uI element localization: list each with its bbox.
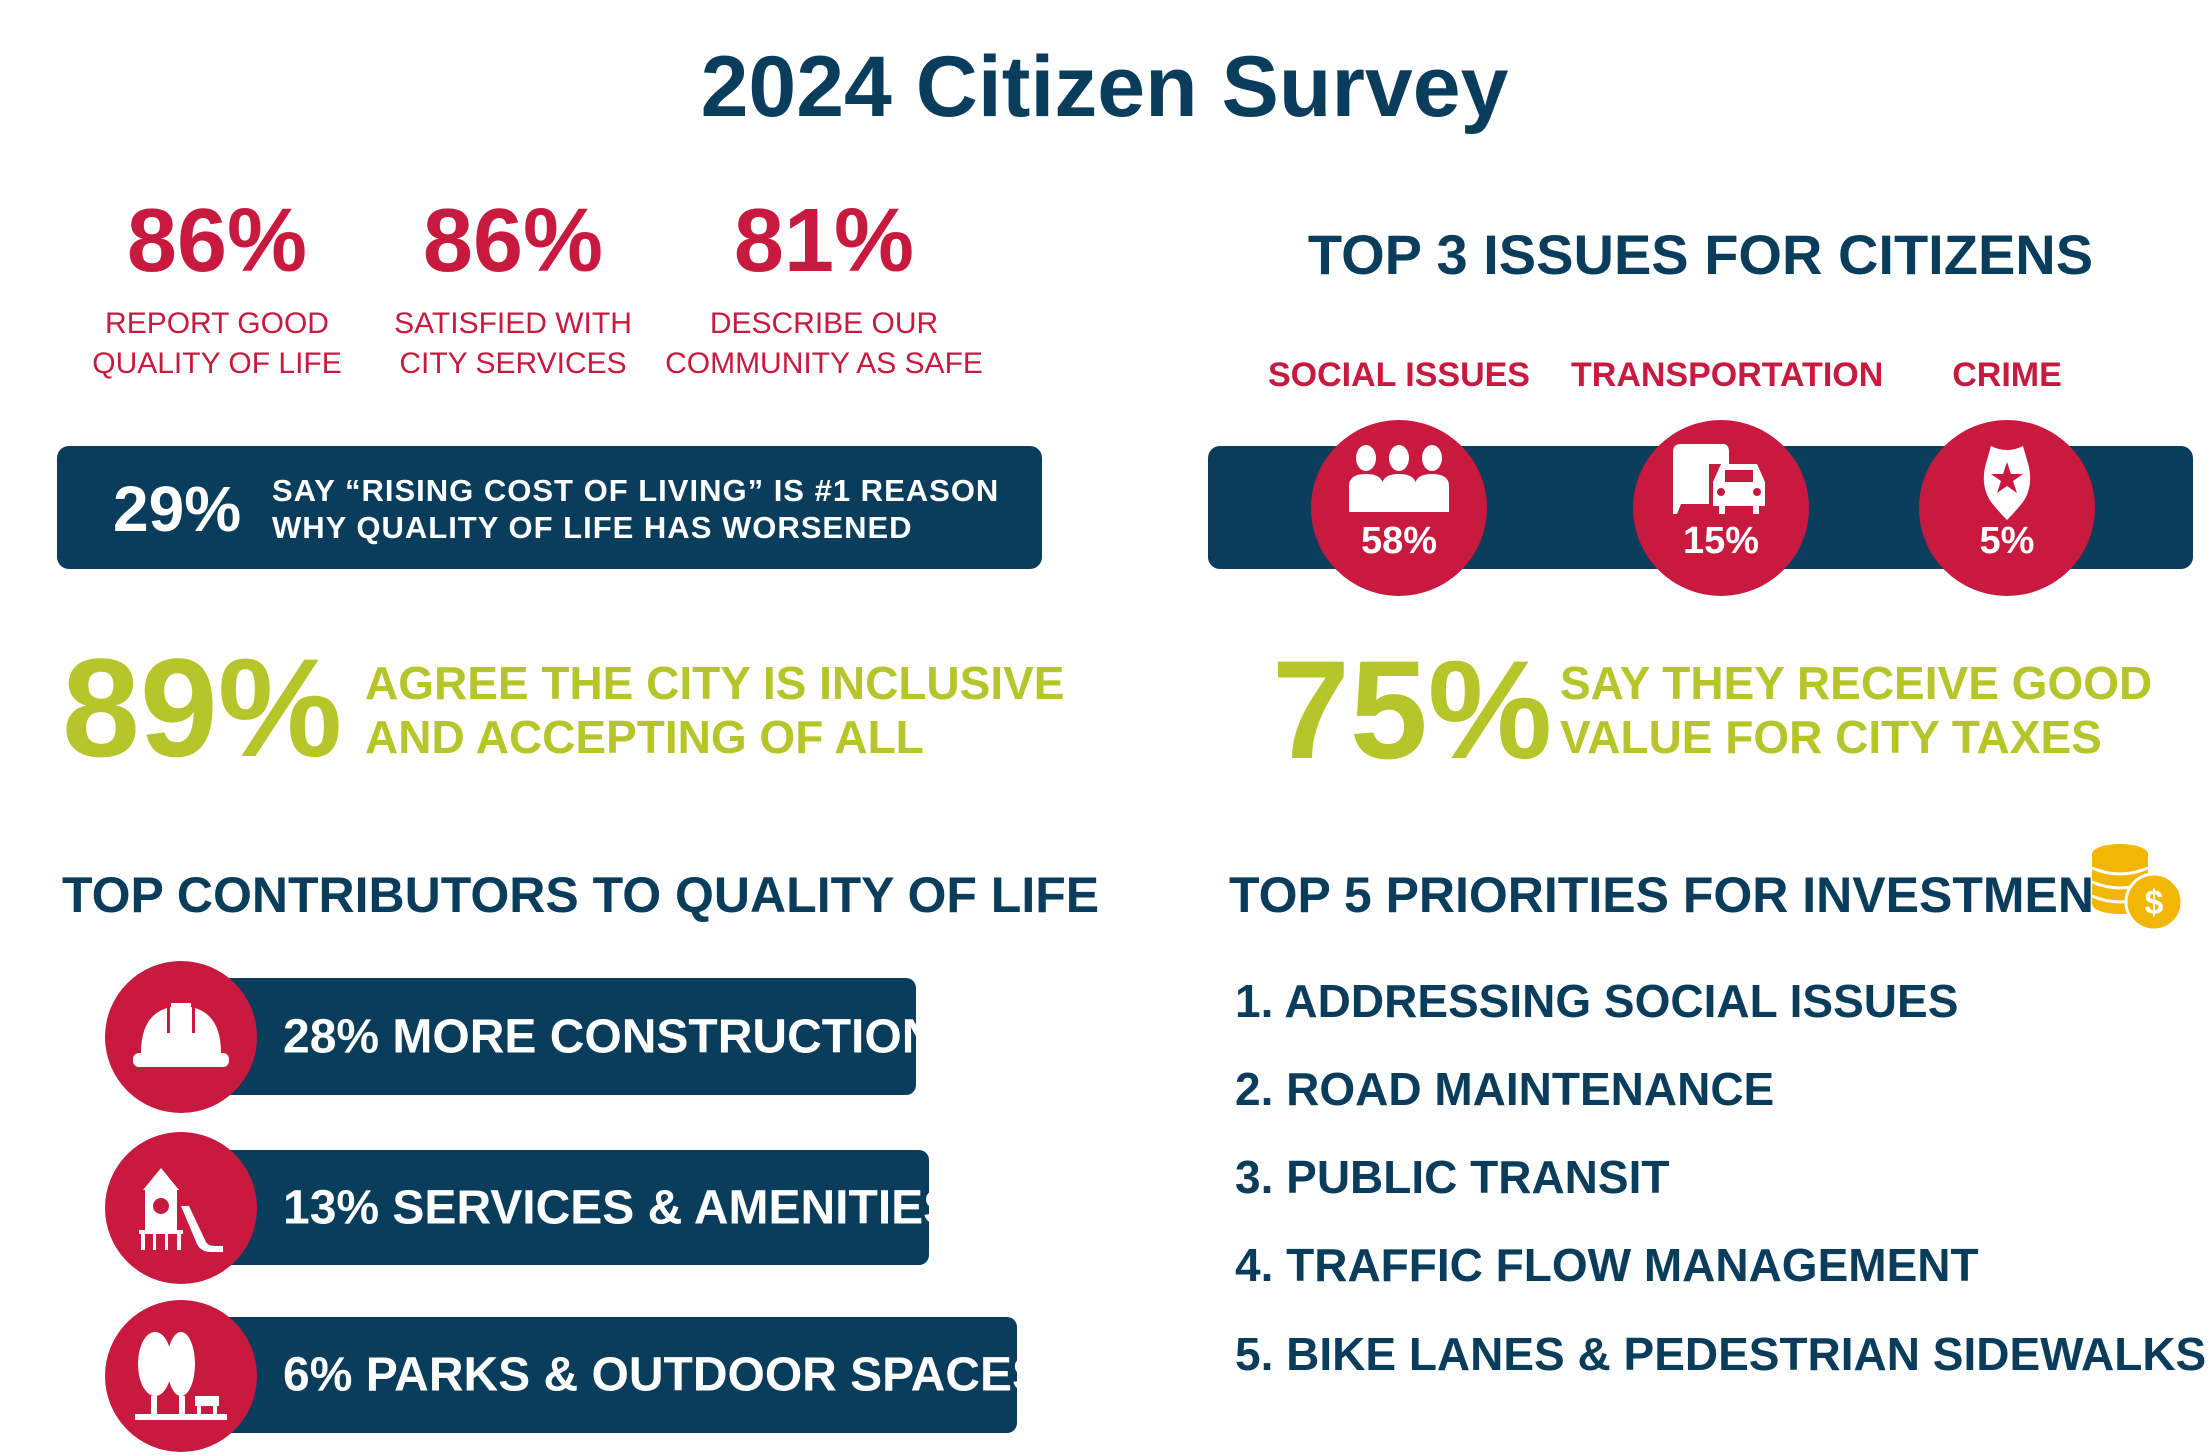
taxes-value: 75% <box>1272 631 1553 788</box>
contributor-parks: 6% PARKS & OUTDOOR SPACES <box>212 1317 1044 1433</box>
people-icon <box>1349 445 1449 512</box>
issues-title: TOP 3 ISSUES FOR CITIZENS <box>1307 223 2094 286</box>
svg-text:$: $ <box>2145 884 2164 922</box>
stat-value: 81% <box>733 191 915 291</box>
priorities-title: TOP 5 PRIORITIES FOR INVESTMENT <box>1229 867 2125 923</box>
contributor-construction: 28% MORE CONSTRUCTION <box>212 978 936 1095</box>
issue-value: 15% <box>1682 520 1760 562</box>
stat-value: 86% <box>422 191 604 291</box>
stat-label: REPORT GOOD QUALITY OF LIFE <box>92 307 342 380</box>
page-title: 2024 Citizen Survey <box>700 39 1509 135</box>
priority-item: 5. BIKE LANES & PEDESTRIAN SIDEWALKS <box>1235 1328 2207 1380</box>
playground-icon <box>139 1168 223 1252</box>
issue-transportation: 15% <box>1633 420 1809 596</box>
inclusive-text: AGREE THE CITY IS INCLUSIVE AND ACCEPTING… <box>365 657 1065 763</box>
stat-label: SATISFIED WITH CITY SERVICES <box>394 307 632 380</box>
issue-label: CRIME <box>1952 356 2062 394</box>
stat-city-services: 86% SATISFIED WITH CITY SERVICES <box>348 196 678 384</box>
hard-hat-icon <box>133 1003 229 1067</box>
coins-icon: $ <box>2091 844 2184 932</box>
cost-of-living-banner <box>57 446 1042 569</box>
stat-label: DESCRIBE OUR COMMUNITY AS SAFE <box>665 307 983 380</box>
contributor-icon-circle <box>105 1300 257 1452</box>
contributor-icon-circle <box>105 961 257 1113</box>
priority-item: 2. ROAD MAINTENANCE <box>1235 1063 1775 1115</box>
contributor-text: 28% MORE CONSTRUCTION <box>283 1010 937 1063</box>
trees-icon <box>135 1332 227 1420</box>
police-badge-icon <box>1983 446 2031 520</box>
priority-item: 1. ADDRESSING SOCIAL ISSUES <box>1235 975 1959 1027</box>
stat-quality-of-life: 86% REPORT GOOD QUALITY OF LIFE <box>52 196 382 384</box>
inclusive-value: 89% <box>62 629 343 786</box>
issue-label: SOCIAL ISSUES <box>1268 356 1530 394</box>
bus-car-icon <box>1673 444 1765 514</box>
contributor-icon-circle <box>105 1132 257 1284</box>
contributors-title: TOP CONTRIBUTORS TO QUALITY OF LIFE <box>62 867 1100 923</box>
taxes-text: SAY THEY RECEIVE GOOD VALUE FOR CITY TAXE… <box>1560 657 2153 763</box>
priority-item: 4. TRAFFIC FLOW MANAGEMENT <box>1235 1239 1979 1291</box>
issue-label: TRANSPORTATION <box>1571 356 1884 394</box>
cost-of-living-value: 29% <box>113 473 242 545</box>
issue-value: 5% <box>1979 520 2035 562</box>
issue-value: 58% <box>1360 520 1438 562</box>
stat-community-safe: 81% DESCRIBE OUR COMMUNITY AS SAFE <box>639 196 1009 384</box>
contributor-text: 13% SERVICES & AMENITIES <box>283 1181 956 1234</box>
contributor-services: 13% SERVICES & AMENITIES <box>212 1150 955 1265</box>
issue-crime: 5% <box>1919 420 2095 596</box>
priority-item: 3. PUBLIC TRANSIT <box>1235 1151 1670 1203</box>
stat-value: 86% <box>126 191 308 291</box>
cost-of-living-text: SAY “RISING COST OF LIVING” IS #1 REASON… <box>272 473 1000 545</box>
contributor-text: 6% PARKS & OUTDOOR SPACES <box>283 1348 1044 1402</box>
issue-social: 58% <box>1311 420 1487 596</box>
